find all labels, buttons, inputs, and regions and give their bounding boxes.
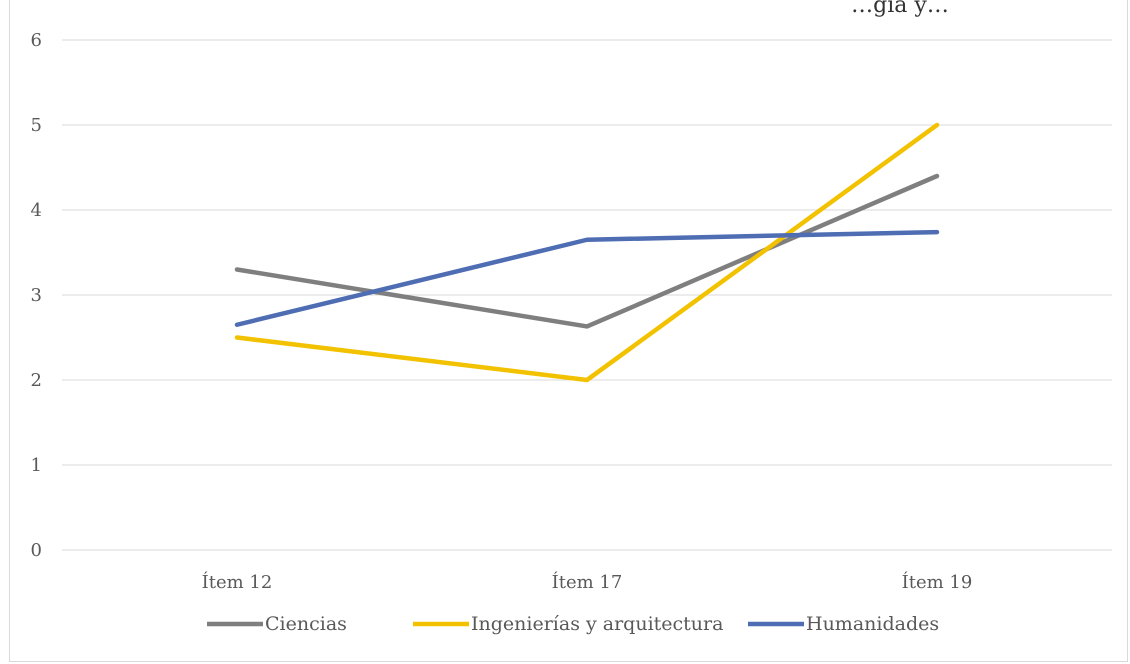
x-axis-ticks: Ítem 12 Ítem 17 Ítem 19: [202, 570, 973, 593]
y-tick-label: 1: [31, 455, 42, 476]
y-axis-ticks: 0 1 2 3 4 5 6: [31, 30, 42, 561]
legend-label: Ingenierías y arquitectura: [471, 613, 723, 635]
y-tick-label: 3: [31, 285, 42, 306]
legend: Ciencias Ingenierías y arquitectura Humani…: [207, 613, 939, 635]
y-tick-label: 5: [31, 115, 42, 136]
series-line-1: [234, 122, 940, 383]
chart-title: …gía y…: [851, 0, 949, 18]
chart-frame: [9, 0, 1128, 662]
series-lines: [234, 122, 940, 383]
grid-lines: [62, 39, 1112, 551]
x-tick-label: Ítem 12: [202, 570, 273, 593]
legend-label: Humanidades: [806, 613, 939, 635]
series-line-0: [234, 173, 940, 329]
x-tick-label: Ítem 17: [552, 570, 623, 593]
series-line-2: [234, 229, 940, 327]
x-tick-label: Ítem 19: [902, 570, 973, 593]
y-tick-label: 0: [31, 540, 42, 561]
y-tick-label: 4: [31, 200, 42, 221]
y-tick-label: 6: [31, 30, 42, 51]
y-tick-label: 2: [31, 370, 42, 391]
legend-label: Ciencias: [265, 613, 347, 635]
